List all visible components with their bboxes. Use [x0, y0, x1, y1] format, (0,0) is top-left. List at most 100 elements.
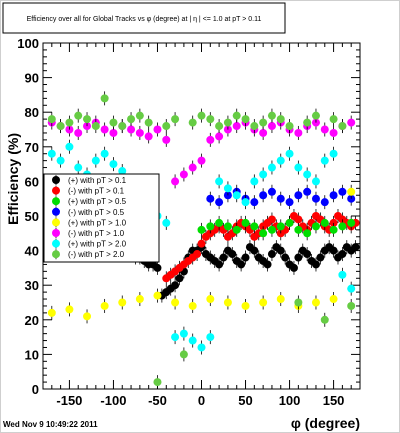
data-point — [329, 191, 338, 200]
data-point — [347, 218, 356, 227]
data-point — [144, 132, 153, 141]
data-point — [241, 253, 250, 262]
data-point — [65, 142, 74, 151]
data-point — [311, 222, 320, 231]
y-tick-label: 20 — [25, 313, 39, 328]
data-point — [250, 246, 259, 255]
data-point — [347, 118, 356, 127]
data-point — [219, 253, 228, 262]
data-point — [303, 250, 312, 259]
data-point — [338, 250, 347, 259]
data-point — [276, 295, 285, 304]
data-point — [65, 118, 74, 127]
data-point — [206, 222, 215, 231]
data-point — [179, 350, 188, 359]
data-point — [311, 260, 320, 269]
data-point — [267, 122, 276, 131]
legend-marker — [52, 207, 60, 216]
data-point — [294, 215, 303, 224]
data-point — [206, 295, 215, 304]
data-point — [83, 312, 92, 321]
x-tick-label: -100 — [100, 393, 126, 408]
x-tick-label: 100 — [279, 393, 301, 408]
y-axis-title: Efficiency (%) — [5, 133, 21, 225]
data-point — [281, 253, 290, 262]
data-point — [285, 122, 294, 131]
legend-marker — [52, 197, 60, 206]
data-point — [197, 343, 206, 352]
data-point — [294, 128, 303, 137]
data-point — [223, 222, 232, 231]
series-7 — [47, 91, 356, 390]
data-point — [193, 250, 202, 259]
data-point — [276, 115, 285, 124]
data-point — [232, 225, 241, 234]
y-tick-label: 10 — [25, 347, 39, 362]
data-point — [188, 301, 197, 310]
data-point — [259, 298, 268, 307]
data-point — [109, 160, 118, 169]
data-point — [206, 194, 215, 203]
data-point — [118, 167, 127, 176]
data-point — [232, 191, 241, 200]
data-point — [289, 263, 298, 272]
data-point — [162, 218, 171, 227]
data-point — [294, 191, 303, 200]
data-point — [153, 125, 162, 134]
timestamp: Wed Nov 9 10:49:22 2011 — [3, 420, 98, 429]
data-point — [329, 149, 338, 158]
data-point — [250, 122, 259, 131]
data-point — [171, 177, 180, 186]
data-point — [118, 298, 127, 307]
data-point — [171, 115, 180, 124]
data-point — [263, 260, 272, 269]
data-point — [135, 128, 144, 137]
data-point — [215, 260, 224, 269]
data-point — [276, 246, 285, 255]
data-point — [74, 128, 83, 137]
data-point — [135, 111, 144, 120]
data-point — [311, 298, 320, 307]
data-point — [91, 122, 100, 131]
legend-label: (+) with pT > 0.5 — [68, 197, 127, 206]
data-point — [188, 118, 197, 127]
data-point — [171, 281, 180, 290]
y-tick-label: 80 — [25, 105, 39, 120]
data-point — [320, 218, 329, 227]
data-point — [153, 291, 162, 300]
data-point — [285, 198, 294, 207]
y-tick-label: 0 — [32, 382, 39, 397]
data-point — [320, 198, 329, 207]
data-point — [171, 298, 180, 307]
data-point — [311, 111, 320, 120]
data-point — [303, 170, 312, 179]
data-point — [329, 115, 338, 124]
data-point — [47, 308, 56, 317]
data-point — [276, 194, 285, 203]
data-point — [197, 239, 206, 248]
title-box — [2, 2, 286, 34]
data-point — [215, 198, 224, 207]
data-point — [74, 163, 83, 172]
data-points — [47, 91, 360, 390]
data-point — [91, 156, 100, 165]
tick-labels: -150 -100 -50 0 50 100 150 0 10 20 30 40 50 60 70 80 90 1… — [17, 36, 344, 408]
data-point — [241, 115, 250, 124]
data-point — [267, 163, 276, 172]
data-point — [259, 191, 268, 200]
data-point — [47, 115, 56, 124]
data-point — [329, 128, 338, 137]
data-point — [162, 122, 171, 131]
legend-label: (-) with pT > 0.1 — [68, 187, 125, 196]
x-tick-label: 150 — [323, 393, 345, 408]
legend-marker — [52, 218, 60, 227]
data-point — [347, 284, 356, 293]
data-point — [329, 225, 338, 234]
data-point — [250, 177, 259, 186]
data-point — [320, 125, 329, 134]
data-point — [303, 118, 312, 127]
data-point — [56, 122, 65, 131]
data-point — [241, 301, 250, 310]
data-point — [338, 270, 347, 279]
data-point — [56, 156, 65, 165]
